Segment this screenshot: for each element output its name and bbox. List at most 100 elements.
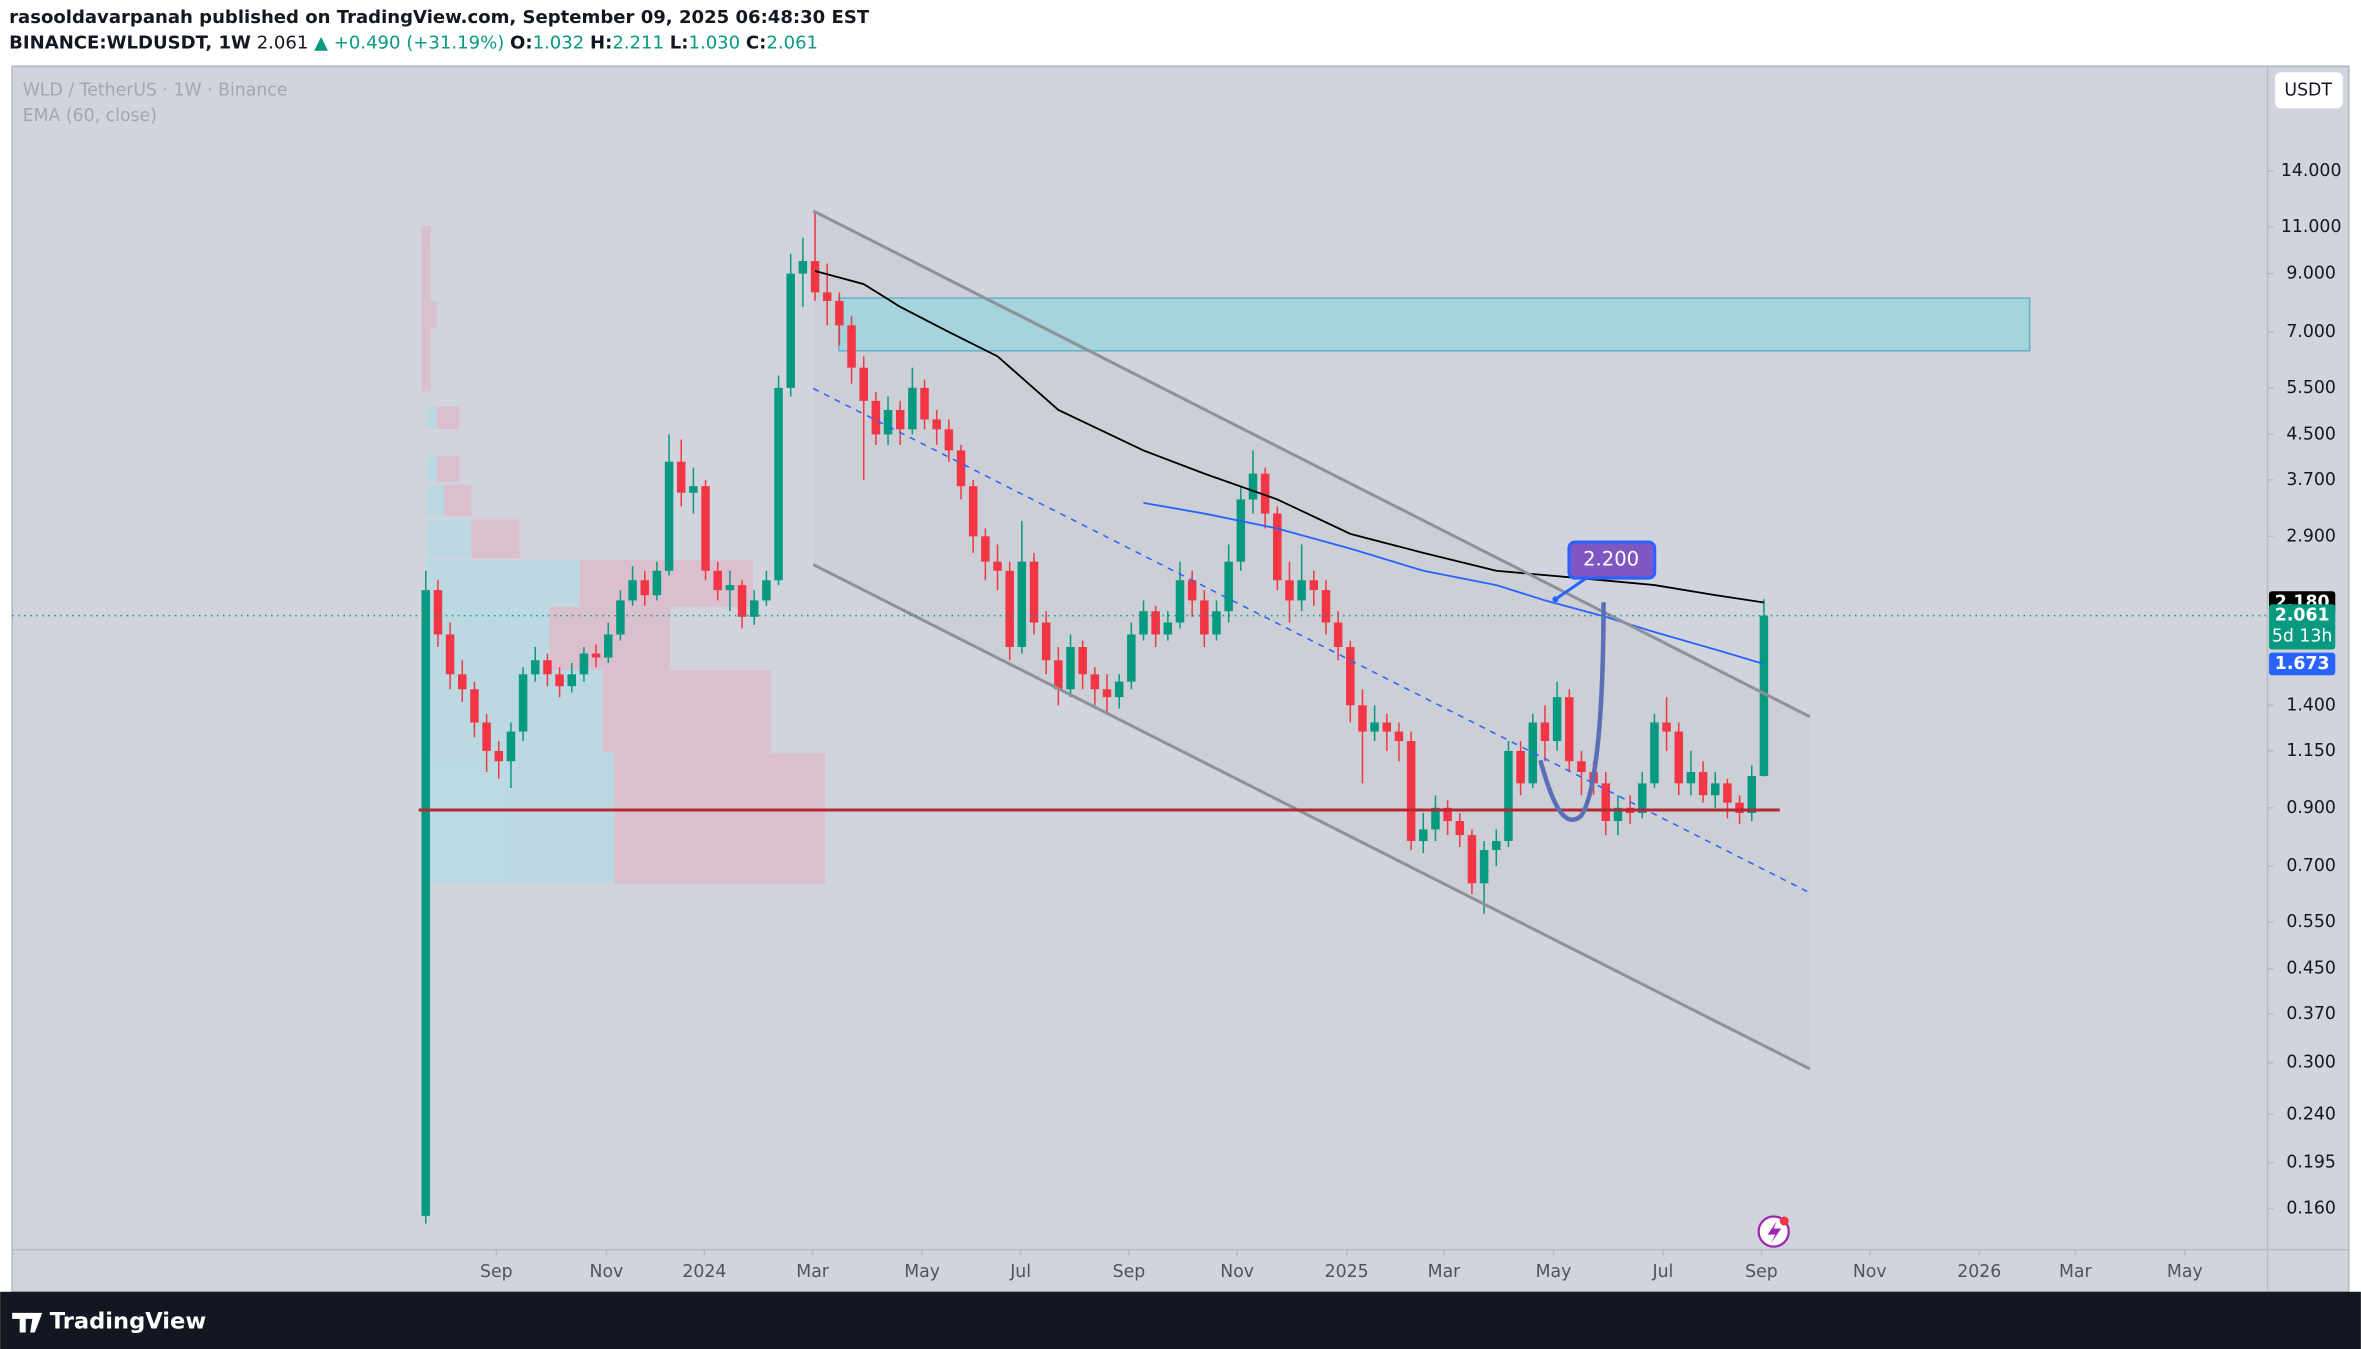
x-tick-label: 2024 — [682, 1262, 726, 1282]
currency-button[interactable] — [2275, 72, 2343, 109]
candle-body — [859, 367, 868, 401]
x-tick-label: 2026 — [1957, 1262, 2001, 1282]
x-tick-label: Sep — [1113, 1262, 1146, 1282]
x-tick-label: Jul — [1651, 1262, 1673, 1282]
candle-body — [798, 261, 808, 274]
candle-body — [847, 325, 856, 368]
candle-body — [1248, 473, 1258, 500]
y-tick-label: 2.900 — [2286, 526, 2336, 546]
open-label: O: — [510, 33, 533, 54]
y-tick-label: 4.500 — [2286, 424, 2336, 444]
candle-body — [567, 674, 577, 687]
candle-body — [1686, 772, 1696, 784]
candle-body — [762, 580, 771, 601]
x-tick-label: May — [1536, 1262, 1572, 1282]
plot-background — [11, 65, 2350, 1293]
x-tick-label: Nov — [1220, 1262, 1254, 1282]
indicator-line — [814, 270, 1765, 604]
x-tick-label: Mar — [796, 1262, 830, 1282]
x-tick-label: May — [904, 1262, 940, 1282]
y-tick-label: 0.900 — [2286, 798, 2336, 818]
candle-body — [1139, 611, 1148, 635]
y-tick-label: 3.700 — [2286, 470, 2336, 490]
candle-body — [1309, 580, 1319, 591]
x-tick-label: Sep — [1745, 1262, 1778, 1282]
candle-body — [1285, 580, 1294, 601]
x-tick-label: May — [2167, 1262, 2203, 1282]
candle-body — [1041, 622, 1051, 661]
candle-body — [1382, 722, 1392, 732]
candle-body — [981, 536, 990, 562]
candle-body — [968, 486, 978, 537]
candle-body — [1200, 600, 1209, 635]
x-tick-label: Mar — [2059, 1262, 2093, 1282]
candle-body — [1698, 772, 1708, 796]
y-tick-label: 0.550 — [2286, 912, 2336, 932]
y-tick-label: 1.150 — [2286, 741, 2336, 761]
candle-body — [676, 461, 686, 493]
candle-body — [1212, 611, 1221, 635]
y-tick-label: 1.400 — [2286, 695, 2336, 715]
y-tick-label: 0.240 — [2286, 1104, 2336, 1124]
candle-body — [1406, 741, 1416, 841]
candle-body — [1419, 829, 1428, 841]
candle-body — [518, 674, 528, 732]
candle-body — [506, 731, 516, 762]
candle-body — [883, 409, 893, 435]
candle-body — [1528, 722, 1538, 784]
candle-body — [993, 561, 1002, 571]
candle-body — [1504, 750, 1513, 841]
candle-body — [664, 461, 674, 571]
candle-body — [1577, 761, 1586, 773]
candle-body — [713, 570, 722, 591]
price-tag-label: 1.673 — [2275, 654, 2330, 674]
candle-body — [1151, 611, 1160, 635]
candle-body — [628, 580, 637, 601]
y-tick-label: 0.700 — [2286, 856, 2336, 876]
candle-body — [1637, 783, 1647, 814]
candle-body — [1735, 802, 1744, 814]
y-tick-label: 0.370 — [2286, 1004, 2336, 1024]
candle-body — [1005, 570, 1014, 647]
x-tick-label: Jul — [1009, 1262, 1031, 1282]
candle-body — [1358, 705, 1367, 732]
candle-body — [1662, 722, 1671, 732]
x-tick-label: Nov — [590, 1262, 624, 1282]
candle-body — [725, 585, 735, 591]
high-value: 2.211 — [612, 33, 664, 54]
price-tag-label: 2.061 — [2275, 606, 2330, 626]
candle-body — [895, 409, 905, 430]
price-tag — [2269, 652, 2336, 676]
candle-body — [1565, 697, 1574, 762]
candle-body — [1479, 850, 1489, 884]
candle-body — [433, 590, 443, 635]
candle-body — [1273, 513, 1282, 581]
candle-body — [530, 660, 540, 675]
candle-body — [737, 585, 747, 617]
change: ▲ +0.490 (+31.19%) — [314, 33, 504, 54]
open-value: 1.032 — [533, 33, 585, 54]
y-tick-label: 9.000 — [2286, 264, 2336, 284]
candle-body — [908, 387, 917, 430]
candle-body — [1175, 580, 1185, 623]
countdown: 5d 13h — [2272, 627, 2332, 647]
currency-label[interactable]: USDT — [2284, 80, 2332, 100]
candle-body — [1552, 697, 1562, 742]
candle-body — [543, 660, 552, 675]
series — [421, 210, 1769, 1224]
candle-body — [774, 387, 783, 581]
candle-body — [1187, 580, 1197, 601]
candle-body — [1236, 499, 1246, 562]
high-label: H: — [590, 33, 612, 54]
publisher: rasooldavarpanah published on TradingVie… — [9, 7, 870, 28]
low-label: L: — [670, 33, 689, 54]
candle-body — [1650, 722, 1659, 784]
candle-body — [1394, 731, 1404, 742]
candle-body — [956, 450, 966, 487]
brand: TradingView — [50, 1308, 207, 1334]
candle-body — [1090, 674, 1100, 690]
candle-body — [1321, 590, 1331, 623]
y-tick-label: 0.300 — [2286, 1053, 2336, 1073]
candle-body — [1747, 776, 1756, 814]
candle-body — [1078, 646, 1087, 675]
